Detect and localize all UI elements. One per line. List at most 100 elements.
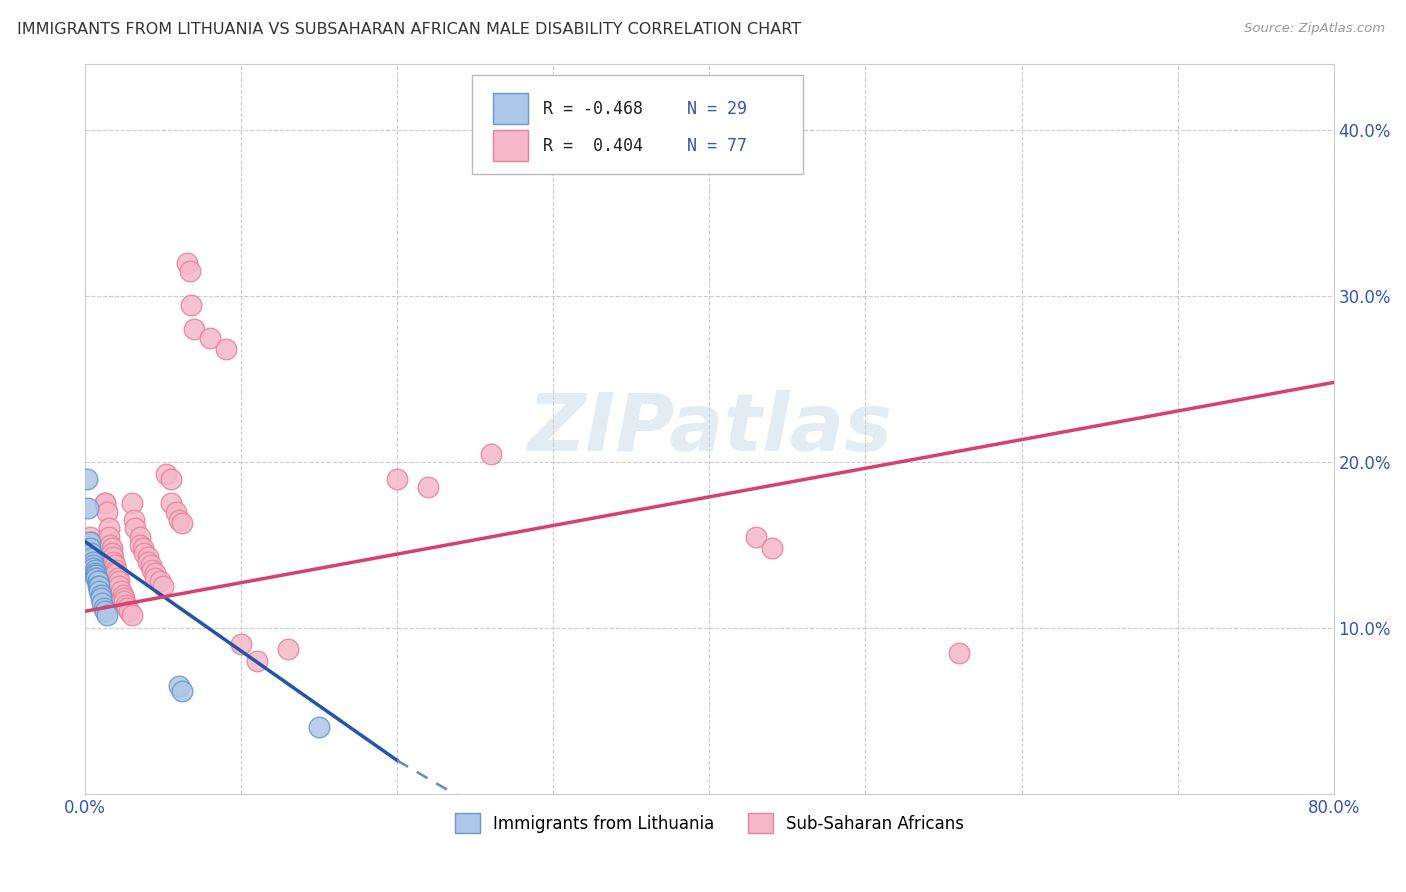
Point (134, 546, 156, 560)
Point (124, 521, 146, 535)
Point (79, 541, 101, 556)
Point (86, 574, 108, 589)
Point (93, 579, 115, 593)
Point (418, 480, 440, 494)
Legend: Immigrants from Lithuania, Sub-Saharan Africans: Immigrants from Lithuania, Sub-Saharan A… (449, 806, 970, 840)
Point (89, 579, 111, 593)
Point (246, 654, 269, 668)
Point (93, 601, 115, 615)
Point (90, 567, 112, 582)
FancyBboxPatch shape (494, 130, 529, 161)
Point (165, 505, 187, 519)
Point (179, 264, 201, 278)
Point (96, 505, 118, 519)
Point (761, 541, 783, 556)
Point (79, 534, 101, 549)
Point (89, 563, 111, 577)
Point (104, 558, 127, 572)
Point (80, 551, 103, 566)
Point (98, 538, 121, 552)
Point (100, 546, 122, 560)
Point (90, 591, 112, 605)
Point (145, 571, 167, 585)
Point (107, 571, 129, 585)
Point (170, 684, 193, 698)
Text: N = 29: N = 29 (688, 100, 747, 118)
Point (94, 496, 117, 510)
Point (112, 594, 135, 608)
Point (86, 579, 108, 593)
Point (96, 607, 118, 622)
Point (132, 541, 155, 556)
Point (114, 598, 136, 612)
Point (100, 541, 122, 556)
Text: R = -0.468: R = -0.468 (543, 100, 644, 118)
Point (82, 555, 104, 569)
Point (83, 567, 105, 582)
Point (183, 322, 205, 336)
Point (180, 297, 202, 311)
Point (97, 521, 120, 535)
Point (94, 496, 117, 510)
Point (231, 637, 253, 651)
Point (117, 601, 139, 615)
Point (149, 574, 172, 589)
Point (103, 555, 125, 569)
Point (160, 496, 183, 510)
Point (160, 472, 183, 486)
Point (948, 646, 970, 660)
Point (80, 534, 103, 549)
Point (145, 566, 167, 581)
Text: IMMIGRANTS FROM LITHUANIA VS SUBSAHARAN AFRICAN MALE DISABILITY CORRELATION CHAR: IMMIGRANTS FROM LITHUANIA VS SUBSAHARAN … (17, 22, 801, 37)
Point (86, 563, 108, 577)
Point (89, 566, 111, 581)
Point (93, 574, 115, 589)
Point (84, 571, 107, 585)
Point (170, 516, 193, 531)
Point (198, 331, 221, 345)
Point (77, 501, 100, 516)
Point (152, 579, 174, 593)
Point (105, 566, 128, 581)
Point (277, 642, 299, 657)
Point (80, 546, 103, 560)
Point (83, 546, 105, 560)
Text: R =  0.404: R = 0.404 (543, 136, 644, 155)
Point (89, 584, 111, 599)
Point (105, 563, 128, 577)
Point (110, 584, 132, 599)
Point (118, 604, 141, 618)
Point (84, 555, 107, 569)
Point (86, 559, 108, 574)
Point (682, 131, 704, 145)
Point (167, 679, 190, 693)
Point (121, 607, 143, 622)
Point (82, 538, 104, 552)
Point (90, 588, 112, 602)
Point (91, 596, 114, 610)
Text: Source: ZipAtlas.com: Source: ZipAtlas.com (1244, 22, 1385, 36)
Point (76, 472, 98, 486)
FancyBboxPatch shape (494, 94, 529, 124)
Point (83, 551, 105, 566)
Point (108, 579, 131, 593)
Point (745, 530, 768, 544)
Point (176, 256, 198, 270)
Point (79, 530, 101, 544)
Point (84, 567, 107, 582)
Text: N = 77: N = 77 (688, 136, 747, 155)
Point (82, 561, 104, 575)
Point (136, 549, 159, 564)
Point (103, 549, 125, 564)
Text: ZIPatlas: ZIPatlas (527, 390, 891, 468)
Point (128, 538, 150, 552)
Point (136, 555, 159, 569)
Point (308, 720, 330, 734)
Point (167, 513, 190, 527)
Point (83, 566, 105, 581)
Point (121, 496, 143, 510)
Point (111, 588, 134, 602)
Point (82, 558, 104, 572)
Point (84, 571, 107, 585)
Point (387, 472, 409, 486)
